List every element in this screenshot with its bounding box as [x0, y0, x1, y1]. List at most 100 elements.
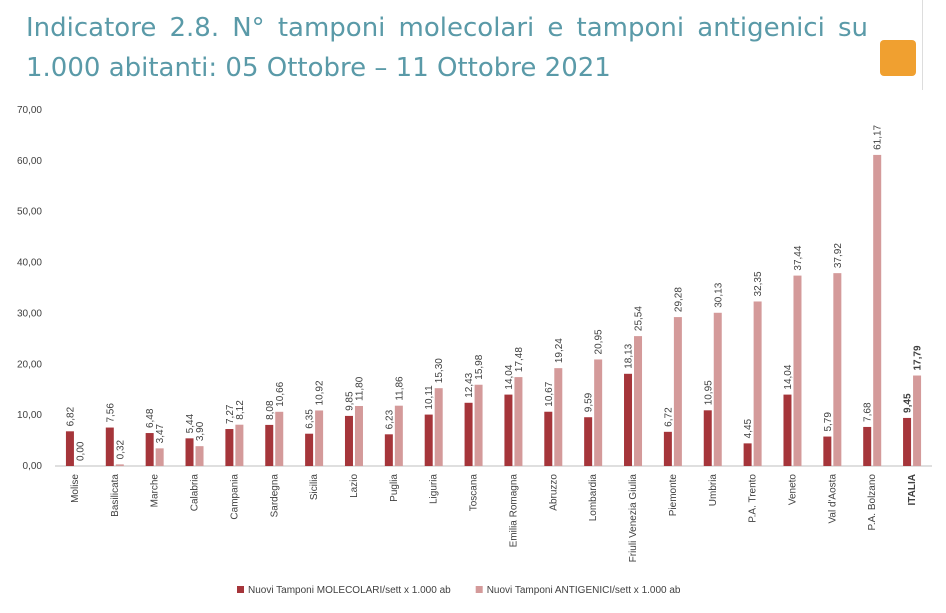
- y-tick-label: 60,00: [17, 156, 42, 167]
- value-label: 9,45: [903, 393, 914, 413]
- x-tick-label: Basilicata: [110, 474, 121, 517]
- value-label: 37,44: [793, 245, 804, 270]
- value-label: 9,85: [344, 391, 355, 411]
- value-label: 17,79: [913, 345, 924, 370]
- bar: [594, 359, 603, 466]
- bar: [434, 388, 443, 466]
- bar: [105, 427, 114, 466]
- bar: [344, 415, 353, 466]
- bar: [584, 417, 593, 466]
- bar: [903, 417, 912, 466]
- y-tick-label: 10,00: [17, 410, 42, 421]
- value-label: 6,35: [305, 409, 316, 429]
- value-label: 29,28: [673, 287, 684, 312]
- bar: [873, 154, 882, 466]
- value-label: 8,12: [235, 400, 246, 420]
- legend-label: Nuovi Tamponi ANTIGENICI/sett x 1.000 ab: [487, 585, 681, 596]
- value-label: 14,04: [783, 364, 794, 389]
- x-tick-label: Lombardia: [588, 474, 599, 522]
- x-tick-label: Marche: [150, 474, 161, 508]
- bar: [554, 368, 563, 466]
- value-label: 6,72: [663, 407, 674, 427]
- value-label: 10,66: [275, 381, 286, 406]
- bar: [384, 434, 393, 466]
- x-tick-label: Molise: [70, 474, 81, 503]
- y-tick-label: 30,00: [17, 308, 42, 319]
- y-tick-label: 20,00: [17, 359, 42, 370]
- value-label: 10,92: [315, 380, 326, 405]
- legend-label: Nuovi Tamponi MOLECOLARI/sett x 1.000 ab: [248, 585, 451, 596]
- y-tick-label: 0,00: [23, 461, 43, 472]
- bar: [634, 336, 643, 466]
- value-label: 6,48: [145, 408, 156, 428]
- bar: [504, 394, 513, 466]
- x-tick-label: Puglia: [389, 474, 400, 502]
- x-tick-label: Toscana: [469, 474, 480, 512]
- value-label: 11,80: [354, 376, 365, 401]
- x-tick-label: Piemonte: [668, 474, 679, 517]
- value-label: 18,13: [624, 343, 635, 368]
- x-tick-label: Sardegna: [269, 474, 280, 518]
- x-tick-label: Veneto: [787, 474, 798, 506]
- value-label: 6,82: [65, 406, 76, 426]
- bar: [514, 377, 523, 466]
- bar: [195, 446, 204, 466]
- bar: [235, 424, 244, 466]
- value-label: 5,79: [823, 412, 834, 432]
- x-tick-label: Abruzzo: [548, 474, 559, 511]
- bar: [713, 312, 722, 466]
- bar: [624, 373, 633, 466]
- value-label: 3,90: [195, 421, 206, 441]
- value-label: 10,67: [544, 381, 555, 406]
- bar: [663, 431, 672, 466]
- y-tick-label: 40,00: [17, 258, 42, 269]
- value-label: 37,92: [833, 243, 844, 268]
- value-label: 9,59: [584, 392, 595, 412]
- bar: [354, 405, 363, 466]
- bar: [793, 275, 802, 466]
- x-tick-label: Liguria: [429, 474, 440, 504]
- bar: [863, 426, 872, 466]
- bar: [424, 414, 433, 466]
- y-tick-label: 70,00: [17, 105, 42, 116]
- bar: [743, 443, 752, 466]
- bar: [275, 411, 284, 466]
- value-label: 10,11: [424, 385, 435, 410]
- bar: [823, 436, 832, 466]
- y-tick-label: 50,00: [17, 207, 42, 218]
- bar: [115, 464, 124, 466]
- value-label: 61,17: [873, 124, 884, 149]
- bar: [474, 384, 483, 466]
- value-label: 8,08: [265, 400, 276, 420]
- x-tick-label: Umbria: [708, 474, 719, 507]
- x-tick-label: Campania: [229, 474, 240, 520]
- bar: [225, 429, 234, 466]
- bar: [305, 433, 314, 466]
- x-tick-label: Friuli Venezia Giulia: [628, 474, 639, 563]
- bar: [913, 375, 922, 466]
- x-tick-label: Calabria: [190, 474, 201, 512]
- divider: [922, 0, 923, 90]
- value-label: 15,98: [474, 354, 485, 379]
- x-tick-label: ITALIA: [907, 474, 918, 505]
- bar: [544, 411, 553, 466]
- bar: [265, 424, 274, 466]
- value-label: 12,43: [464, 372, 475, 397]
- bar: [673, 317, 682, 466]
- value-label: 4,45: [743, 418, 754, 438]
- bar: [753, 301, 762, 466]
- value-label: 10,95: [703, 380, 714, 405]
- bar: [394, 405, 403, 466]
- value-label: 20,95: [594, 329, 605, 354]
- value-label: 6,23: [384, 409, 395, 429]
- value-label: 7,56: [105, 403, 116, 423]
- value-label: 0,32: [115, 439, 126, 459]
- bar: [185, 438, 194, 466]
- value-label: 32,35: [753, 271, 764, 296]
- bar: [315, 410, 324, 466]
- legend-swatch: [475, 586, 483, 593]
- bar: [155, 448, 164, 466]
- value-label: 3,47: [155, 423, 166, 443]
